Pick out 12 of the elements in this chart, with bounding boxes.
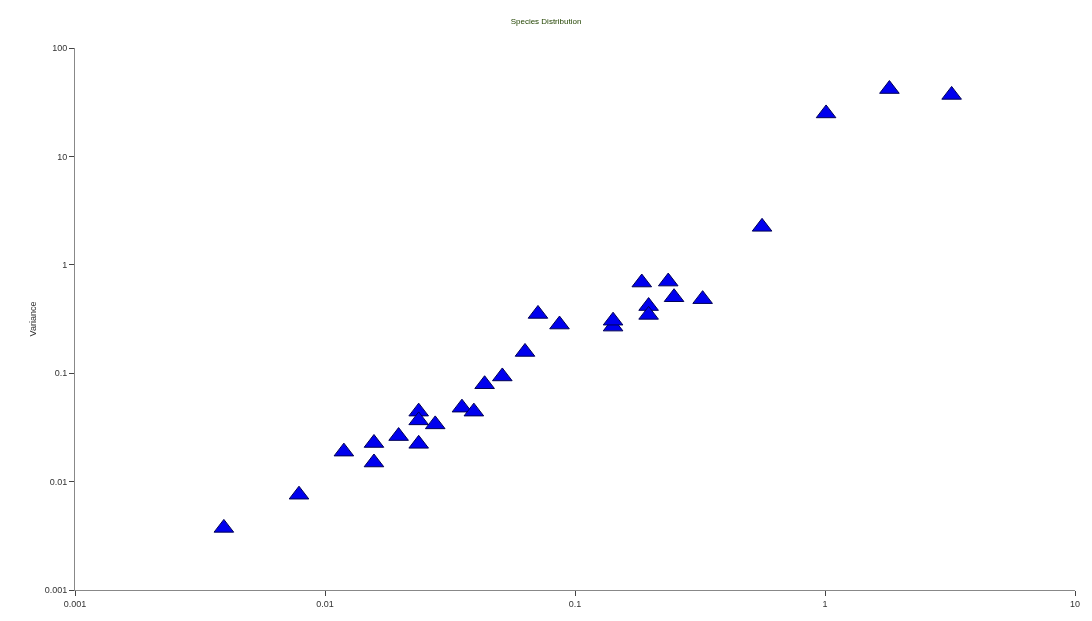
x-tick-label: 1 [822,598,828,609]
x-tick-label: 0.1 [568,598,582,609]
y-tick-label: 0.1 [54,368,68,379]
y-tick-label: 0.001 [44,585,68,596]
x-tick-label: 0.01 [316,598,334,609]
x-tick-label: 10 [1069,598,1081,609]
y-tick-label: 10 [57,151,68,162]
y-tick-label: 1 [62,259,68,270]
y-tick-label: 0.01 [49,476,68,487]
chart-title: Species Distribution [510,17,582,27]
y-tick-label: 100 [52,43,68,54]
y-axis-title: Variance [28,301,39,337]
